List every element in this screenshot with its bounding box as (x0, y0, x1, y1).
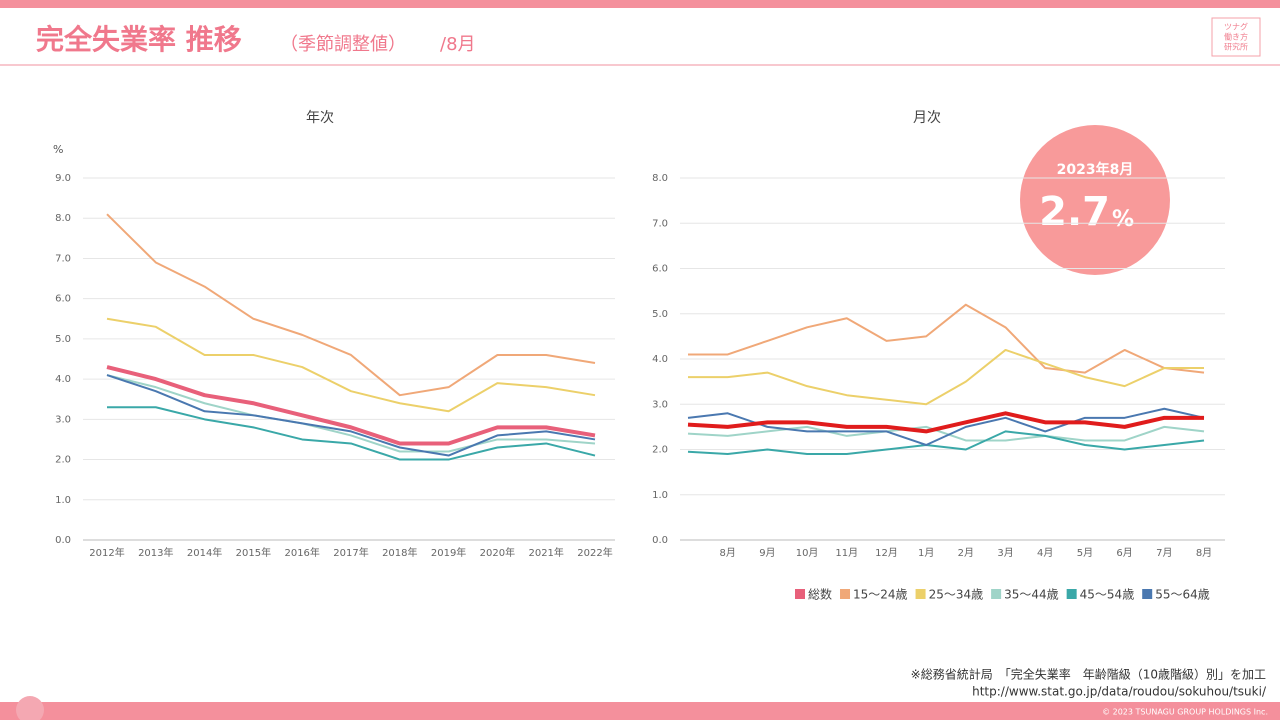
y-tick-label: 2.0 (55, 455, 71, 466)
legend-swatch (840, 589, 851, 599)
x-tick-label: 2015年 (236, 546, 271, 559)
series-line (687, 425, 1205, 442)
y-tick-label: 1.0 (652, 490, 668, 501)
y-tick-label: 6.0 (55, 294, 71, 305)
page-marker (16, 696, 44, 724)
legend-swatch (991, 589, 1002, 599)
logo-frame (1211, 17, 1261, 57)
series-line (107, 406, 596, 461)
y-tick-label: 5.0 (55, 334, 71, 345)
series-line (106, 374, 596, 457)
x-tick-label: 2016年 (284, 546, 319, 559)
x-tick-label: 11月 (835, 547, 858, 559)
series-line (687, 430, 1205, 456)
x-tick-label: 6月 (1116, 547, 1132, 559)
legend-label: 総数 (808, 587, 832, 602)
y-tick-label: 9.0 (55, 173, 71, 184)
legend-label: 55～64歳 (1155, 588, 1210, 602)
legend-swatch (1066, 589, 1077, 599)
x-tick-label: 2022年 (577, 546, 612, 559)
series-line (106, 365, 596, 446)
callout-circle (1020, 125, 1170, 275)
x-tick-label: 8月 (1196, 547, 1212, 559)
logo-text: ツナグ (1224, 22, 1248, 32)
series-line (106, 317, 596, 413)
y-tick-label: 4.0 (652, 354, 668, 365)
x-tick-label: 2018年 (382, 546, 417, 559)
slide-title: 完全失業率 推移 (36, 23, 242, 56)
x-tick-label: 2014年 (187, 546, 222, 559)
x-tick-label: 12月 (875, 547, 898, 559)
legend-swatch (1142, 589, 1153, 599)
y-tick-label: 7.0 (652, 218, 668, 229)
copyright: © 2023 TSUNAGU GROUP HOLDINGS Inc. (1102, 708, 1268, 717)
x-tick-label: 7月 (1156, 547, 1172, 559)
x-tick-label: 9月 (759, 547, 775, 559)
x-tick-label: 3月 (997, 547, 1013, 559)
slide-subtitle: （季節調整値） (280, 34, 406, 55)
x-tick-label: 2017年 (333, 546, 368, 559)
legend-swatch (795, 589, 805, 599)
y-tick-label: 8.0 (652, 173, 668, 184)
logo-text: 働き方 (1224, 32, 1248, 42)
y-axis-label: % (53, 143, 63, 156)
chart-title: 年次 (306, 110, 334, 126)
legend-label: 45～54歳 (1080, 588, 1135, 602)
callout-unit: % (1112, 207, 1134, 232)
x-tick-label: 2012年 (89, 546, 124, 559)
legend-label: 25～34歳 (929, 588, 984, 602)
series-line (106, 374, 596, 453)
x-tick-label: 10月 (796, 547, 819, 559)
y-tick-label: 3.0 (652, 399, 668, 410)
bottom-bar (0, 702, 1280, 720)
legend-label: 35～44歳 (1004, 588, 1059, 602)
chart-title: 月次 (913, 110, 941, 126)
y-tick-label: 0.0 (652, 535, 668, 546)
source-note: ※総務省統計局 「完全失業率 年齢階級（10歳階級）別」を加工 (911, 667, 1266, 682)
y-tick-label: 3.0 (55, 414, 71, 425)
legend-swatch (915, 589, 926, 599)
y-tick-label: 1.0 (55, 495, 71, 506)
x-tick-label: 2020年 (480, 546, 515, 559)
y-tick-label: 0.0 (55, 535, 71, 546)
slide-period: /8月 (440, 34, 476, 55)
y-tick-label: 6.0 (652, 264, 668, 275)
y-tick-label: 5.0 (652, 309, 668, 320)
x-tick-label: 4月 (1037, 547, 1053, 559)
x-tick-label: 5月 (1077, 547, 1093, 559)
top-bar (0, 0, 1280, 8)
y-tick-label: 2.0 (652, 445, 668, 456)
y-tick-label: 4.0 (55, 374, 71, 385)
x-tick-label: 2月 (958, 547, 974, 559)
series-line (687, 407, 1205, 446)
x-tick-label: 2019年 (431, 546, 466, 559)
logo-text: 研究所 (1224, 42, 1248, 52)
y-tick-label: 8.0 (55, 213, 71, 224)
callout-date: 2023年8月 (1057, 161, 1134, 178)
x-tick-label: 8月 (720, 547, 736, 559)
y-tick-label: 7.0 (55, 253, 71, 264)
x-tick-label: 2013年 (138, 546, 173, 559)
x-tick-label: 2021年 (528, 546, 563, 559)
legend-label: 15～24歳 (853, 588, 908, 602)
series-line (687, 411, 1204, 434)
series-line (688, 348, 1204, 406)
callout-value: 2.7 (1039, 189, 1110, 235)
source-url: http://www.stat.go.jp/data/roudou/sokuho… (972, 685, 1267, 699)
series-line (688, 303, 1205, 374)
x-tick-label: 1月 (918, 547, 934, 559)
series-line (106, 213, 596, 397)
